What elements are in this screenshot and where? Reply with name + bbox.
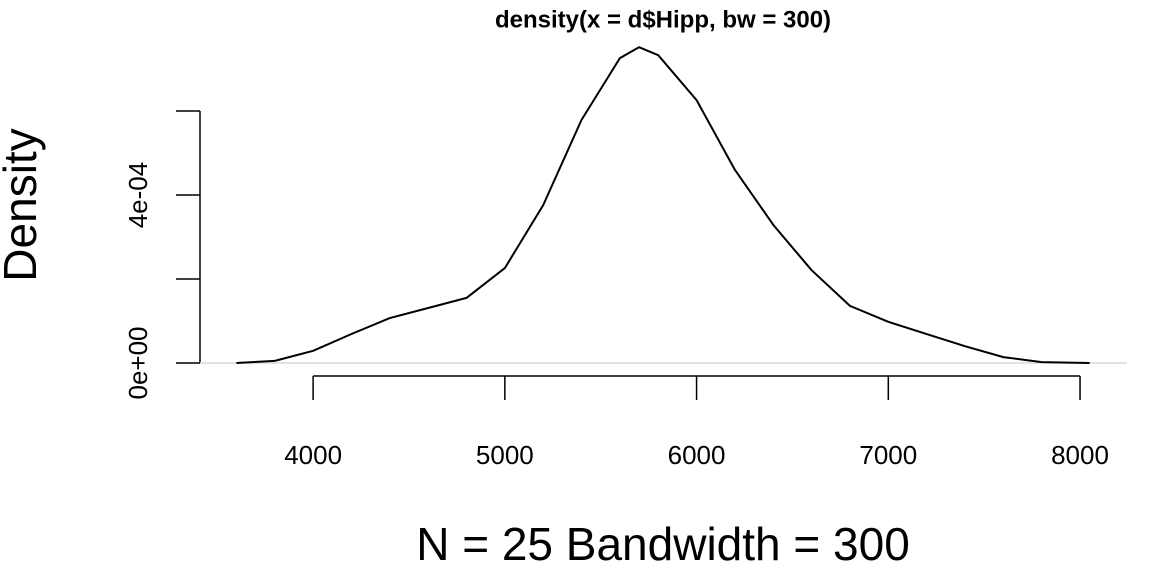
y-tick-label: 0e+00 bbox=[123, 326, 153, 399]
y-axis-label: Density bbox=[0, 128, 46, 281]
x-tick-label: 7000 bbox=[859, 440, 917, 470]
x-tick-label: 5000 bbox=[476, 440, 534, 470]
x-axis-label: N = 25 Bandwidth = 300 bbox=[416, 518, 910, 570]
y-tick-label: 4e-04 bbox=[123, 162, 153, 229]
chart-title: density(x = d$Hipp, bw = 300) bbox=[495, 6, 831, 33]
x-tick-label: 8000 bbox=[1051, 440, 1109, 470]
x-tick-label: 6000 bbox=[668, 440, 726, 470]
density-line bbox=[236, 46, 1090, 364]
x-tick-label: 4000 bbox=[284, 440, 342, 470]
